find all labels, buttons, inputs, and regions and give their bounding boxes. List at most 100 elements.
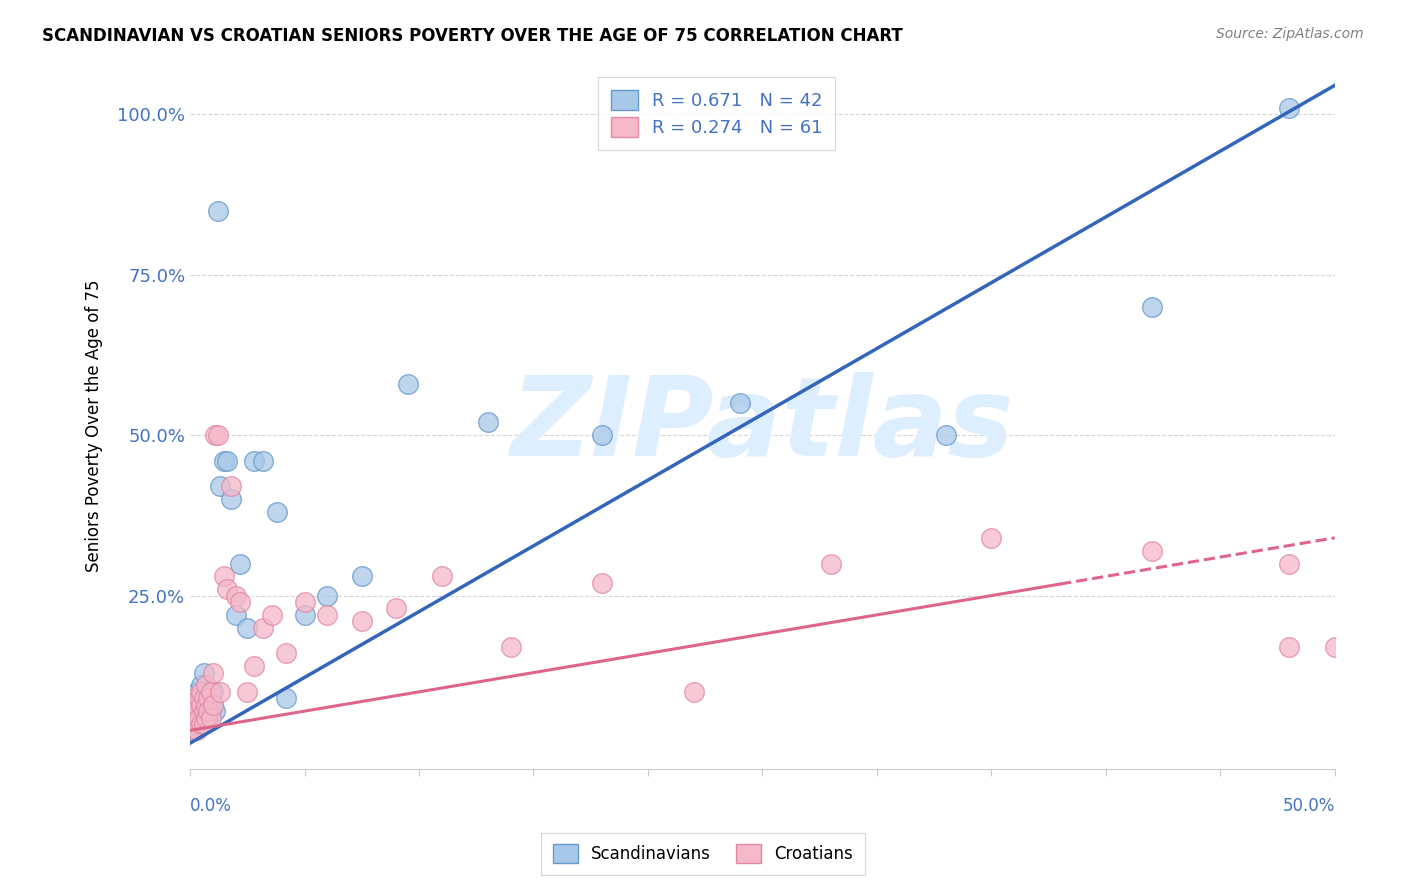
Point (195, 698, 218, 712)
Point (219, 479, 242, 493)
Point (201, 698, 224, 712)
Point (190, 698, 212, 712)
Text: Source: ZipAtlas.com: Source: ZipAtlas.com (1216, 27, 1364, 41)
Point (183, 717, 205, 731)
Point (477, 415, 499, 429)
Point (183, 698, 205, 712)
Point (197, 710, 219, 724)
Point (201, 698, 224, 712)
Point (188, 691, 211, 706)
Point (195, 710, 218, 724)
Point (193, 717, 215, 731)
Point (1278, 557, 1301, 571)
Point (183, 691, 205, 706)
Point (396, 376, 419, 391)
Point (980, 531, 1002, 545)
Point (190, 685, 212, 699)
Point (186, 685, 208, 699)
Point (728, 396, 751, 410)
Point (208, 479, 231, 493)
Point (262, 607, 284, 622)
Point (200, 704, 222, 718)
Legend: R = 0.671   N = 42, R = 0.274   N = 61: R = 0.671 N = 42, R = 0.274 N = 61 (598, 78, 835, 150)
Point (1369, 524, 1392, 539)
Point (190, 698, 212, 712)
Point (935, 428, 957, 442)
Point (200, 710, 222, 724)
Point (215, 582, 238, 597)
Point (276, 691, 298, 706)
Point (276, 646, 298, 660)
Point (183, 704, 205, 718)
Point (188, 717, 211, 731)
Point (1140, 300, 1163, 314)
Point (1323, 640, 1346, 654)
Point (193, 704, 215, 718)
Point (195, 678, 218, 692)
Point (350, 614, 373, 628)
Y-axis label: Seniors Poverty Over the Age of 75: Seniors Poverty Over the Age of 75 (86, 279, 103, 572)
Point (236, 621, 259, 635)
Point (1140, 543, 1163, 558)
Point (225, 589, 247, 603)
Point (243, 659, 266, 673)
Point (591, 575, 613, 590)
Point (208, 685, 231, 699)
Point (207, 203, 229, 218)
Point (682, 685, 704, 699)
Point (183, 717, 205, 731)
Point (181, 723, 204, 738)
Point (188, 710, 211, 724)
Legend: Scandinavians, Croatians: Scandinavians, Croatians (541, 833, 865, 875)
Point (197, 704, 219, 718)
Point (207, 428, 229, 442)
Text: ZIPatlas: ZIPatlas (510, 372, 1014, 479)
Point (252, 454, 274, 468)
Point (252, 621, 274, 635)
Point (193, 665, 215, 680)
Point (385, 601, 408, 615)
Point (1369, 621, 1392, 635)
Point (201, 665, 224, 680)
Point (243, 454, 266, 468)
Text: 0.0%: 0.0% (190, 797, 232, 814)
Point (197, 691, 219, 706)
Point (229, 557, 252, 571)
Point (1278, 101, 1301, 115)
Point (316, 607, 339, 622)
Point (219, 492, 242, 507)
Point (294, 595, 316, 609)
Point (195, 685, 218, 699)
Point (350, 569, 373, 583)
Point (201, 685, 224, 699)
Point (820, 557, 842, 571)
Point (181, 710, 204, 724)
Point (499, 640, 522, 654)
Point (200, 685, 222, 699)
Point (215, 454, 238, 468)
Point (430, 569, 453, 583)
Point (236, 685, 259, 699)
Text: 50.0%: 50.0% (1282, 797, 1334, 814)
Point (181, 723, 204, 738)
Point (591, 428, 613, 442)
Point (181, 710, 204, 724)
Point (186, 704, 208, 718)
Point (229, 595, 252, 609)
Point (186, 698, 208, 712)
Point (186, 723, 208, 738)
Point (316, 589, 339, 603)
Point (294, 607, 316, 622)
Point (190, 678, 212, 692)
Point (214, 569, 236, 583)
Text: SCANDINAVIAN VS CROATIAN SENIORS POVERTY OVER THE AGE OF 75 CORRELATION CHART: SCANDINAVIAN VS CROATIAN SENIORS POVERTY… (42, 27, 903, 45)
Point (225, 607, 247, 622)
Point (193, 691, 215, 706)
Point (193, 704, 215, 718)
Point (204, 704, 226, 718)
Point (204, 428, 226, 442)
Point (186, 710, 208, 724)
Point (195, 698, 218, 712)
Point (190, 717, 212, 731)
Point (1278, 640, 1301, 654)
